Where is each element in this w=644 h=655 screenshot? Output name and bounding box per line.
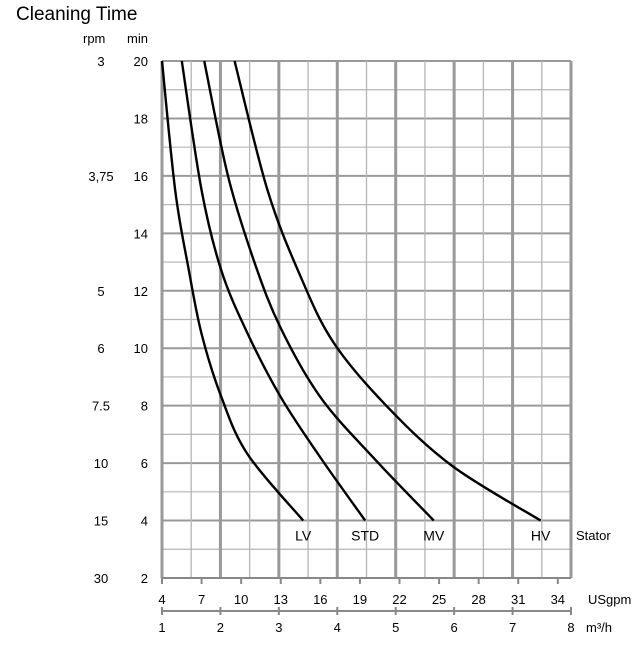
curve-std (180, 60, 367, 522)
min-tick-label: 6 (141, 456, 148, 471)
curves: LV STD MV HV (160, 60, 551, 544)
m3h-tick-label: 2 (217, 620, 224, 635)
m3h-tick-label: 7 (509, 620, 516, 635)
curve-lv (160, 60, 305, 522)
rpm-tick-label: 7.5 (92, 399, 110, 414)
min-tick-label: 12 (134, 284, 148, 299)
usgpm-tick-label: 22 (392, 592, 406, 607)
usgpm-tick-label: 19 (353, 592, 367, 607)
curve-mv (203, 60, 435, 522)
min-axis-label: min (127, 31, 148, 46)
curve-label-lv: LV (295, 528, 312, 544)
curve-label-std: STD (351, 528, 379, 544)
curve-hv (233, 60, 542, 522)
rpm-tick-label: 15 (94, 514, 108, 529)
min-tick-label: 8 (141, 399, 148, 414)
usgpm-axis-label: USgpm (588, 592, 631, 607)
usgpm-tick-label: 34 (551, 592, 565, 607)
curve-label-mv: MV (423, 528, 445, 544)
usgpm-tick-label: 10 (234, 592, 248, 607)
min-tick-label: 20 (134, 54, 148, 69)
usgpm-tick-label: 25 (432, 592, 446, 607)
min-tick-labels: 2 4 6 8 10 12 14 16 18 20 (134, 54, 148, 586)
grid (160, 60, 573, 579)
rpm-tick-label: 5 (97, 284, 104, 299)
min-tick-label: 16 (134, 169, 148, 184)
curve-label-hv: HV (531, 528, 551, 544)
chart-title: Cleaning Time (16, 4, 137, 25)
m3h-axis-label: m³/h (586, 620, 612, 635)
rpm-tick-label: 30 (94, 571, 108, 586)
m3h-tick-label: 3 (275, 620, 282, 635)
min-tick-label: 2 (141, 571, 148, 586)
rpm-axis-label: rpm (83, 31, 105, 46)
rpm-tick-label: 3 (97, 54, 104, 69)
min-tick-label: 4 (141, 514, 148, 529)
usgpm-tick-label: 13 (274, 592, 288, 607)
m3h-tick-label: 6 (451, 620, 458, 635)
usgpm-tick-label: 28 (471, 592, 485, 607)
rpm-tick-label: 10 (94, 456, 108, 471)
stator-label: Stator (576, 528, 611, 543)
x-axes: 4 7 10 13 16 19 22 25 28 31 341 2 3 4 5 6 7 8 (158, 577, 575, 635)
rpm-tick-labels: 3 3,75 5 6 7.5 10 15 30 (88, 54, 113, 586)
usgpm-tick-label: 7 (198, 592, 205, 607)
m3h-tick-label: 8 (567, 620, 574, 635)
min-tick-label: 14 (134, 226, 148, 241)
usgpm-tick-label: 16 (313, 592, 327, 607)
m3h-tick-label: 1 (158, 620, 165, 635)
min-tick-label: 18 (134, 111, 148, 126)
m3h-tick-label: 4 (334, 620, 341, 635)
usgpm-tick-label: 31 (511, 592, 525, 607)
rpm-tick-label: 6 (97, 341, 104, 356)
rpm-tick-label: 3,75 (88, 169, 113, 184)
m3h-tick-label: 5 (392, 620, 399, 635)
min-tick-label: 10 (134, 341, 148, 356)
usgpm-tick-label: 4 (158, 592, 165, 607)
